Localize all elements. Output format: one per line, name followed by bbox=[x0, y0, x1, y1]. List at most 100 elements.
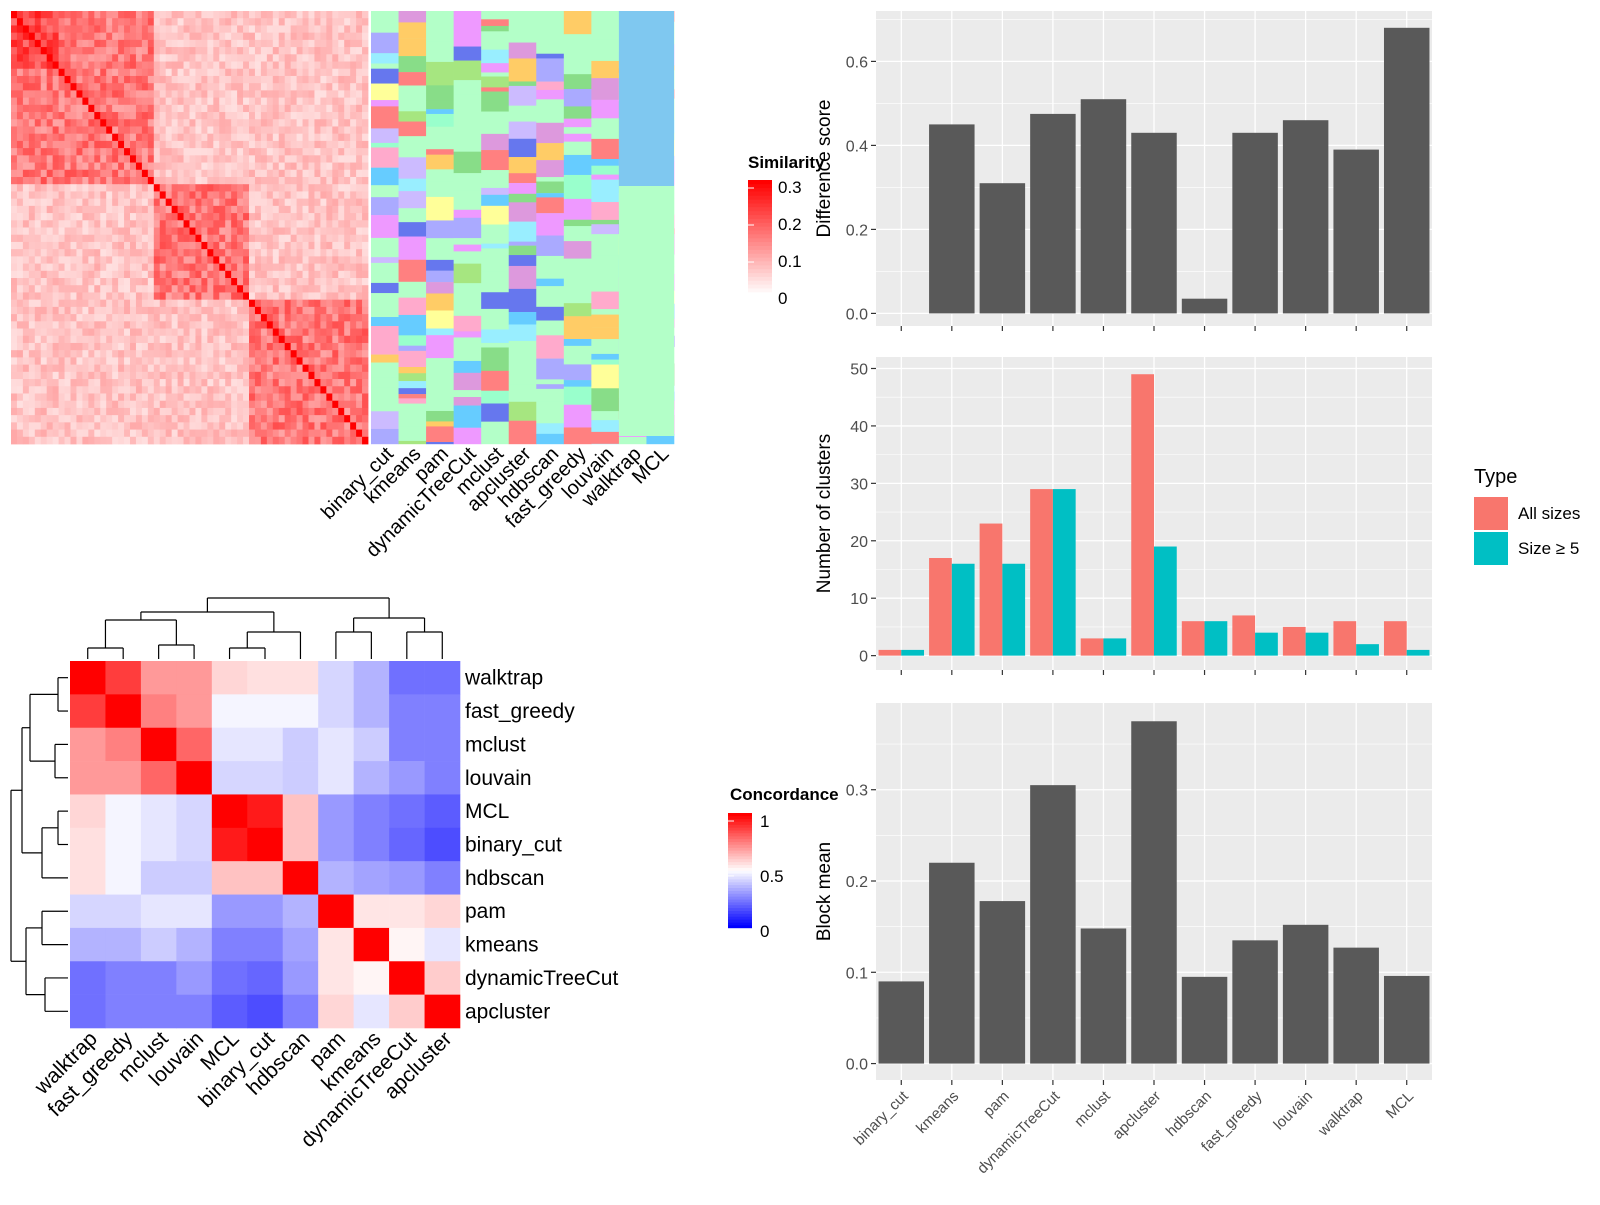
similarity-cell bbox=[231, 199, 237, 207]
similarity-cell bbox=[148, 336, 154, 344]
similarity-cell bbox=[29, 430, 35, 438]
similarity-cell bbox=[11, 372, 17, 380]
similarity-cell bbox=[106, 228, 112, 236]
similarity-cell bbox=[267, 25, 273, 33]
similarity-cell bbox=[225, 285, 231, 293]
similarity-cell bbox=[106, 350, 112, 358]
similarity-cell bbox=[154, 365, 160, 373]
similarity-cell bbox=[47, 350, 53, 358]
similarity-cell bbox=[291, 199, 297, 207]
similarity-cell bbox=[320, 126, 326, 134]
similarity-cell bbox=[291, 220, 297, 228]
similarity-cell bbox=[362, 69, 368, 77]
similarity-cell bbox=[261, 307, 267, 315]
cluster-column-segment bbox=[481, 72, 509, 76]
similarity-cell bbox=[166, 408, 172, 416]
similarity-cell bbox=[231, 401, 237, 409]
similarity-cell bbox=[184, 314, 190, 322]
similarity-cell bbox=[267, 350, 273, 358]
similarity-cell bbox=[279, 336, 285, 344]
similarity-cell bbox=[59, 343, 65, 351]
similarity-cell bbox=[76, 415, 82, 423]
similarity-cell bbox=[172, 148, 178, 156]
similarity-cell bbox=[356, 357, 362, 365]
similarity-cell bbox=[71, 83, 77, 91]
cluster-column-segment bbox=[426, 34, 454, 42]
similarity-cell bbox=[326, 213, 332, 221]
similarity-cell bbox=[237, 76, 243, 84]
similarity-cell bbox=[118, 393, 124, 401]
cluster-column-segment bbox=[564, 142, 592, 155]
similarity-cell bbox=[148, 415, 154, 423]
similarity-cell bbox=[273, 415, 279, 423]
similarity-cell bbox=[279, 292, 285, 300]
similarity-cell bbox=[41, 119, 47, 127]
concordance-cell bbox=[212, 928, 248, 962]
similarity-cell bbox=[41, 343, 47, 351]
similarity-cell bbox=[261, 415, 267, 423]
similarity-cell bbox=[320, 90, 326, 98]
similarity-cell bbox=[279, 220, 285, 228]
concordance-cell bbox=[283, 995, 319, 1029]
cluster-column-segment bbox=[564, 316, 592, 339]
similarity-cell bbox=[213, 112, 219, 120]
similarity-cell bbox=[100, 408, 106, 416]
similarity-cell bbox=[219, 83, 225, 91]
similarity-cell bbox=[166, 184, 172, 192]
similarity-cell bbox=[190, 350, 196, 358]
similarity-cell bbox=[320, 18, 326, 26]
similarity-cell bbox=[362, 242, 368, 250]
similarity-cell bbox=[59, 401, 65, 409]
similarity-cell bbox=[332, 314, 338, 322]
similarity-cell bbox=[47, 393, 53, 401]
similarity-cell bbox=[338, 314, 344, 322]
similarity-cell bbox=[11, 357, 17, 365]
similarity-cell bbox=[303, 33, 309, 41]
similarity-cell bbox=[326, 98, 332, 106]
similarity-cell bbox=[106, 163, 112, 171]
similarity-cell bbox=[190, 329, 196, 337]
cluster-column-segment bbox=[591, 365, 619, 389]
similarity-cell bbox=[142, 119, 148, 127]
similarity-cell bbox=[71, 134, 77, 142]
similarity-cell bbox=[219, 393, 225, 401]
similarity-cell bbox=[112, 401, 118, 409]
similarity-cell bbox=[178, 213, 184, 221]
similarity-cell bbox=[326, 415, 332, 423]
similarity-cell bbox=[237, 98, 243, 106]
similarity-cell bbox=[166, 292, 172, 300]
similarity-cell bbox=[17, 235, 23, 243]
cluster-column-segment bbox=[371, 147, 399, 167]
similarity-cell bbox=[118, 155, 124, 163]
similarity-cell bbox=[350, 220, 356, 228]
similarity-cell bbox=[297, 408, 303, 416]
similarity-cell bbox=[76, 220, 82, 228]
similarity-cell bbox=[249, 170, 255, 178]
similarity-cell bbox=[261, 408, 267, 416]
bar bbox=[1081, 638, 1104, 655]
similarity-cell bbox=[309, 401, 315, 409]
similarity-cell bbox=[213, 285, 219, 293]
similarity-cell bbox=[76, 285, 82, 293]
similarity-cell bbox=[350, 54, 356, 62]
similarity-cell bbox=[41, 235, 47, 243]
similarity-cell bbox=[76, 76, 82, 84]
similarity-cell bbox=[100, 307, 106, 315]
similarity-cell bbox=[261, 47, 267, 55]
similarity-cell bbox=[65, 365, 71, 373]
concordance-cell bbox=[318, 694, 354, 728]
similarity-cell bbox=[201, 119, 207, 127]
similarity-cell bbox=[94, 336, 100, 344]
similarity-cell bbox=[219, 285, 225, 293]
similarity-cell bbox=[273, 163, 279, 171]
concordance-cell bbox=[283, 961, 319, 995]
similarity-cell bbox=[112, 408, 118, 416]
similarity-cell bbox=[309, 206, 315, 214]
similarity-cell bbox=[106, 141, 112, 149]
similarity-cell bbox=[29, 148, 35, 156]
similarity-cell bbox=[118, 83, 124, 91]
similarity-cell bbox=[59, 379, 65, 387]
similarity-cell bbox=[166, 264, 172, 272]
similarity-cell bbox=[76, 401, 82, 409]
